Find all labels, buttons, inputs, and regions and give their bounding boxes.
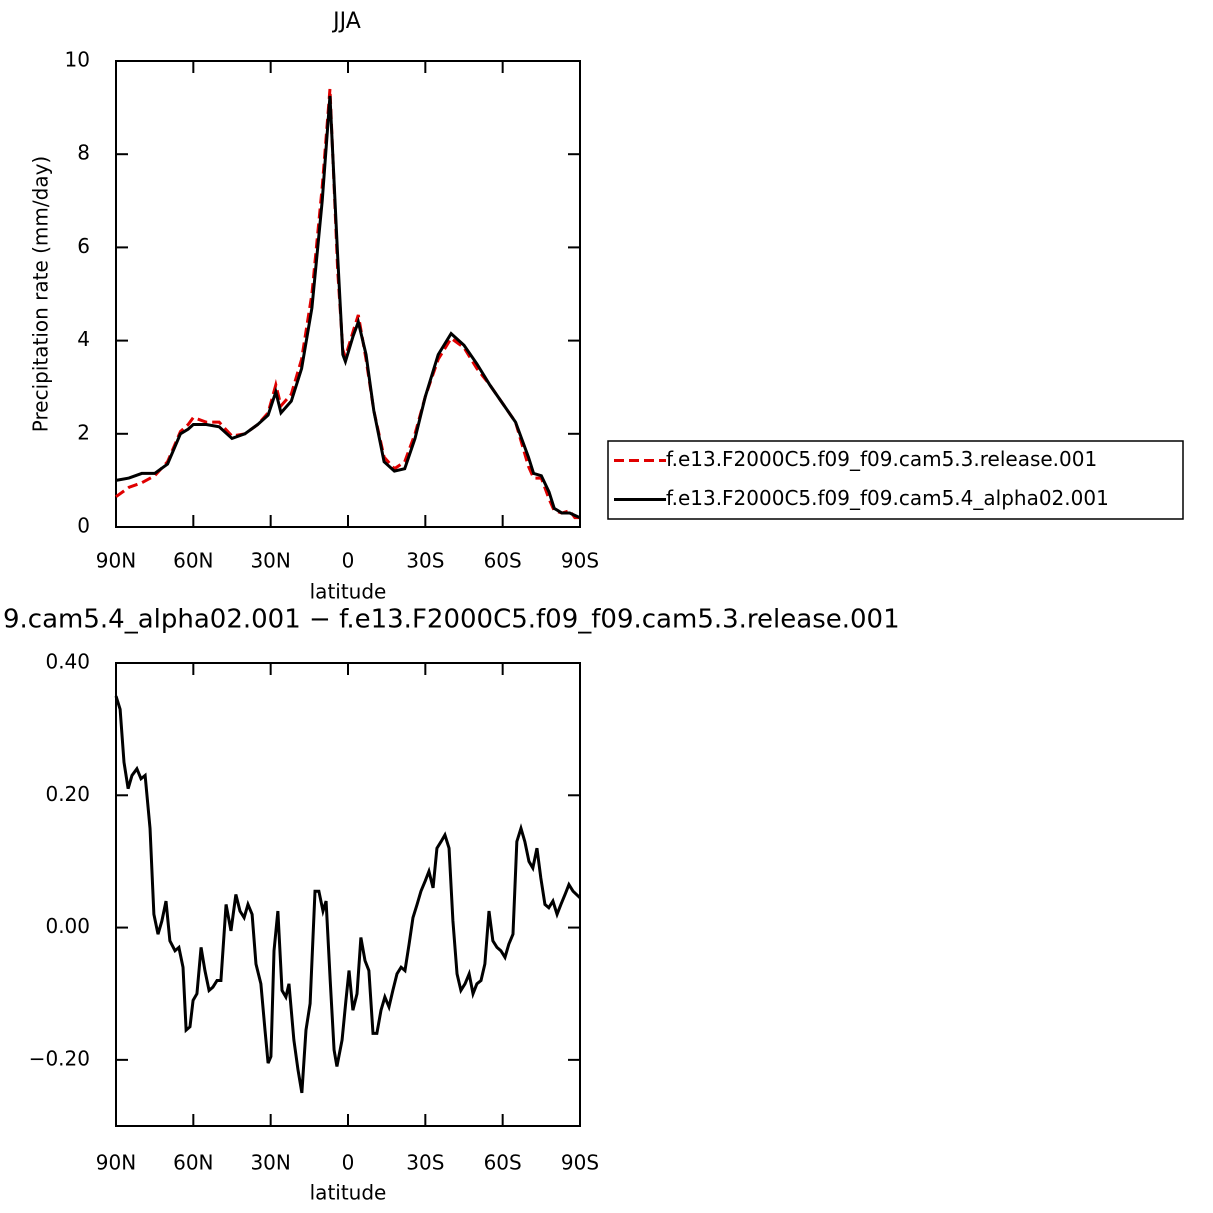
chart-title: JJA [331,9,361,34]
x-tick-label: 30S [406,549,444,573]
y-tick-label: 2 [77,420,90,444]
y-axis-label: Precipitation rate (mm/day) [29,156,53,432]
x-tick-label: 30N [250,1151,290,1175]
x-tick-label: 90S [561,1151,599,1175]
x-tick-label: 60N [173,549,213,573]
y-tick-label: −0.20 [29,1046,90,1070]
y-tick-label: 0.00 [45,914,90,938]
x-tick-label: 90N [96,1151,136,1175]
x-tick-label: 90N [96,549,136,573]
legend-label: f.e13.F2000C5.f09_f09.cam5.4_alpha02.001 [666,486,1109,510]
data-line [115,95,581,520]
x-tick-label: 30N [250,549,290,573]
x-tick-label: 60S [484,1151,522,1175]
plot-frame [115,662,581,1127]
plot-frame [115,60,581,528]
legend-box [607,440,1184,520]
y-tick-label: 0.40 [45,650,90,674]
y-tick-label: 4 [77,327,90,351]
data-line [115,88,580,520]
x-tick-label: 0 [342,1151,355,1175]
x-tick-label: 0 [342,549,355,573]
x-axis-label: latitude [310,1181,387,1205]
y-tick-label: 10 [65,48,90,72]
x-tick-label: 60N [173,1151,213,1175]
y-tick-label: 8 [77,141,90,165]
data-line [114,695,582,1094]
chart-title: 9.cam5.4_alpha02.001 − f.e13.F2000C5.f09… [3,605,900,635]
legend-label: f.e13.F2000C5.f09_f09.cam5.3.release.001 [666,447,1097,471]
x-tick-label: 30S [406,1151,444,1175]
x-axis-label: latitude [310,580,387,604]
x-tick-label: 90S [561,549,599,573]
y-tick-label: 0.20 [45,782,90,806]
y-tick-label: 6 [77,234,90,258]
x-tick-label: 60S [484,549,522,573]
y-tick-label: 0 [77,514,90,538]
